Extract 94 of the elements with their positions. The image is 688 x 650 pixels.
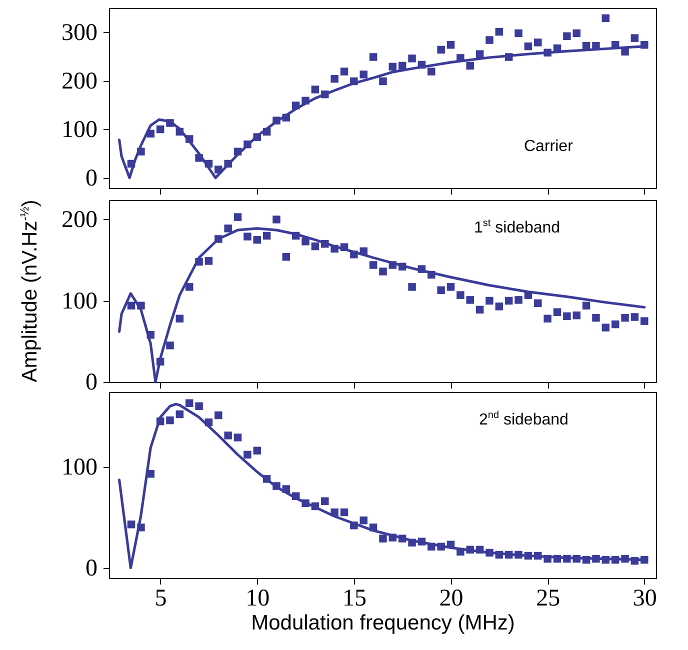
x-tick-label: 20 [439,586,464,612]
point [495,28,504,36]
point [602,324,610,332]
point [514,29,522,38]
point [379,534,387,542]
point [311,242,320,250]
point [369,53,378,61]
point [127,520,136,528]
point [127,302,136,310]
point [476,50,484,58]
annotation: Carrier [524,138,573,156]
point [524,42,532,50]
point [446,41,455,49]
point [486,36,494,44]
point [456,291,464,299]
point [428,68,436,76]
point [156,125,164,134]
point [234,434,242,442]
y-tick-label: 100 [62,454,98,480]
point [379,268,387,276]
point [282,253,290,261]
y-tick-label: 200 [62,68,98,94]
point [340,68,348,76]
point [330,74,338,83]
point [495,302,504,310]
point [253,236,261,244]
point [437,286,445,294]
point [176,314,184,322]
annotation: 2$^{nd}$ sideband [479,410,568,430]
point [582,302,590,310]
point [195,402,203,410]
point [534,38,542,46]
point [476,306,484,314]
point [602,14,610,22]
point [504,296,513,305]
point [185,399,194,407]
point [360,516,368,524]
point [408,54,416,62]
y-tick-label: 200 [62,207,98,233]
point [563,312,571,320]
point [446,283,455,291]
point [640,317,648,325]
point [466,62,474,70]
point [272,216,280,224]
point [437,46,445,54]
point [321,497,329,506]
point [253,446,261,455]
point [302,238,310,246]
x-tick-label: 5 [154,586,167,612]
point [630,313,639,321]
x-tick-label: 25 [536,586,560,612]
y-tick-label: 0 [86,370,98,396]
point [466,296,474,304]
point [388,62,397,71]
point [224,432,232,440]
point [340,508,348,516]
point [486,296,494,305]
y-tick-label: 100 [62,288,98,314]
x-axis-title: Modulation frequency (MHz) [251,612,515,634]
point [166,416,174,424]
point [553,308,562,316]
point [572,29,580,38]
point [234,213,242,221]
x-tick-label: 30 [632,586,657,612]
point [592,314,600,322]
point [621,314,629,322]
y-tick-label: 0 [86,555,98,582]
point [185,283,194,291]
point [262,232,271,240]
point [166,342,174,350]
point [630,34,639,42]
point [611,320,620,328]
y-tick-label: 0 [86,165,98,192]
point [534,299,542,308]
point [176,410,184,418]
point [204,257,213,265]
point [214,411,222,420]
x-tick-label: 10 [246,586,270,612]
point [572,312,580,320]
point [311,86,320,94]
point [514,296,522,304]
y-tick-label: 300 [62,20,98,46]
point [244,450,252,459]
point [408,283,416,291]
x-tick-label: 15 [342,586,366,612]
point [563,32,571,40]
point [544,314,552,322]
point [360,70,368,78]
point [224,224,232,232]
annotation: 1$^{st}$ sideband [474,218,560,238]
y-tick-label: 100 [62,116,98,143]
point [369,261,378,269]
point [379,77,387,86]
point [244,232,252,240]
